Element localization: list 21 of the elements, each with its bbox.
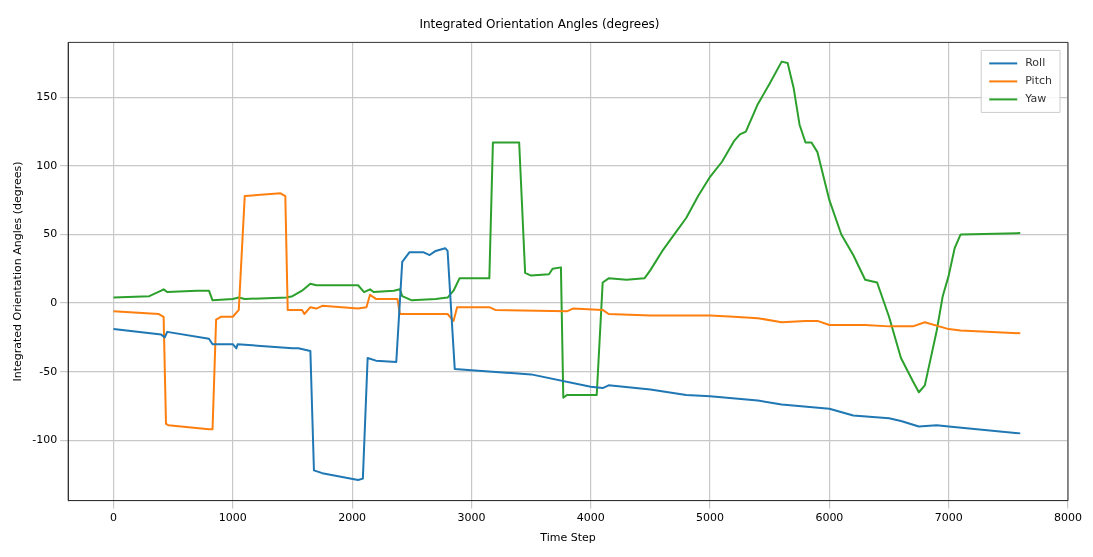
y-tick-label: 150 bbox=[36, 90, 58, 104]
x-tick-label: 2000 bbox=[338, 511, 367, 525]
y-tick-label: 50 bbox=[43, 227, 58, 241]
y-tick-label: 100 bbox=[36, 158, 58, 172]
y-axis-title: Integrated Orientation Angles (degrees) bbox=[11, 161, 25, 382]
x-tick-label: 1000 bbox=[218, 511, 247, 525]
x-tick-label: 6000 bbox=[815, 511, 844, 525]
x-tick-label: 3000 bbox=[457, 511, 486, 525]
chart-title: Integrated Orientation Angles (degrees) bbox=[419, 17, 660, 32]
x-tick-label: 4000 bbox=[576, 511, 605, 525]
legend-label: Roll bbox=[1025, 56, 1046, 70]
y-tick-label: -50 bbox=[39, 364, 58, 378]
x-tick-label: 0 bbox=[110, 511, 117, 525]
legend-label: Pitch bbox=[1025, 74, 1053, 88]
y-tick-label: 0 bbox=[50, 295, 58, 309]
x-tick-label: 7000 bbox=[934, 511, 963, 525]
y-tick-label: -100 bbox=[32, 433, 58, 447]
x-axis-title: Time Step bbox=[539, 531, 596, 545]
x-tick-label: 5000 bbox=[696, 511, 725, 525]
legend-label: Yaw bbox=[1024, 92, 1047, 106]
x-tick-label: 8000 bbox=[1054, 511, 1082, 525]
